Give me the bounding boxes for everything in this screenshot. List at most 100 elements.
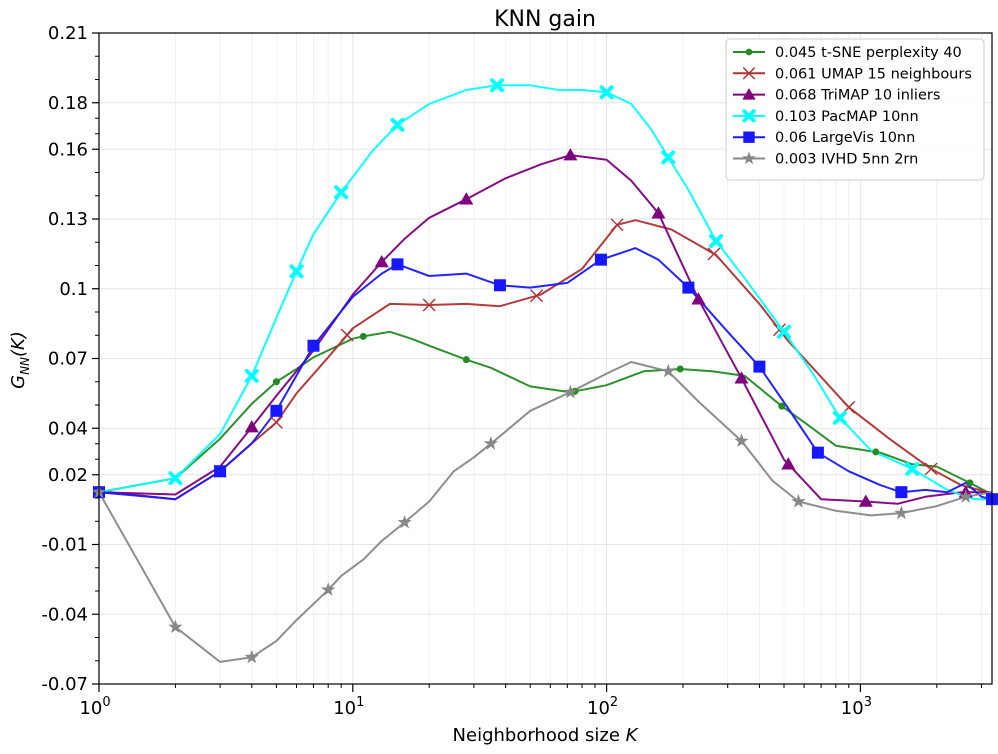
y-tick-label: -0.04 <box>41 604 88 625</box>
legend-marker <box>742 67 756 80</box>
data-point-series-0 <box>872 448 880 456</box>
data-point-series-0 <box>778 402 786 410</box>
data-point-series-5 <box>563 384 578 399</box>
data-point-series-3 <box>776 324 791 339</box>
data-point-series-5 <box>894 505 909 520</box>
y-tick-label: 0.04 <box>48 418 88 439</box>
data-point-series-3 <box>905 461 920 476</box>
series-line-5 <box>98 361 993 663</box>
y-tick-label: 0.13 <box>48 209 88 230</box>
y-axis-label: GNN(K) <box>8 331 32 389</box>
legend-label: 0.068 TriMAP 10 inliers <box>775 88 940 104</box>
x-axis-label-text: Neighborhood size <box>453 725 626 746</box>
data-point-series-3 <box>244 368 259 383</box>
data-point-series-2 <box>734 371 749 384</box>
series-line-1 <box>98 219 993 501</box>
x-tick-exponent: 1 <box>356 695 364 710</box>
legend-label: 0.045 t-SNE perplexity 40 <box>775 45 962 61</box>
data-point-series-1 <box>924 462 938 476</box>
legend-marker <box>745 48 753 56</box>
y-tick-label: 0.02 <box>48 465 88 486</box>
x-tick-exponent: 3 <box>864 695 872 710</box>
data-point-series-0 <box>359 332 367 340</box>
series-line-4 <box>98 247 993 501</box>
data-point-series-4 <box>307 339 320 352</box>
data-point-series-4 <box>214 465 227 478</box>
x-tick-label: 100 <box>79 695 110 719</box>
axis-ticks: -0.07 -0.04 -0.01 0.02 0.04 0.07 0.1 0.13 0.16 0.… <box>41 23 982 719</box>
data-point-series-4 <box>811 446 824 459</box>
data-point-series-2 <box>781 457 796 470</box>
data-point-series-1 <box>422 298 436 312</box>
data-point-series-5 <box>791 494 806 508</box>
data-point-series-4 <box>682 281 695 294</box>
data-point-series-5 <box>168 619 183 634</box>
data-point-series-4 <box>895 486 908 499</box>
y-tick-label: -0.01 <box>41 535 88 556</box>
data-point-series-0 <box>462 356 470 364</box>
data-point-series-2 <box>374 255 389 268</box>
data-point-series-3 <box>709 234 724 249</box>
data-point-series-3 <box>390 117 405 132</box>
data-point-series-0 <box>966 479 974 487</box>
legend-marker <box>742 87 756 100</box>
y-tick-label: 0.1 <box>59 279 88 300</box>
data-point-series-5 <box>321 582 336 596</box>
data-point-series-1 <box>530 289 544 303</box>
data-point-series-2 <box>858 494 873 507</box>
data-point-series-3 <box>334 185 349 200</box>
legend-marker <box>743 131 755 143</box>
data-point-series-1 <box>610 218 624 232</box>
x-tick-base: 10 <box>333 698 356 719</box>
data-point-series-1 <box>340 328 354 342</box>
chart-title: KNN gain <box>494 7 596 32</box>
y-axis-label-sub: NN <box>18 357 32 375</box>
data-point-series-3 <box>289 264 304 279</box>
legend-label: 0.06 LargeVis 10nn <box>775 130 915 146</box>
y-axis-label-var: G <box>8 375 29 389</box>
legend: 0.045 t-SNE perplexity 40 0.061 UMAP 15 n… <box>725 38 985 181</box>
data-point-series-5 <box>958 489 973 503</box>
data-point-series-4 <box>391 258 404 271</box>
y-axis-label-arg: (K) <box>8 331 29 357</box>
data-point-series-4 <box>594 253 607 266</box>
x-tick-exponent: 2 <box>610 695 618 710</box>
legend-marker <box>742 151 756 165</box>
data-point-series-2 <box>651 206 666 219</box>
data-point-series-0 <box>676 365 684 373</box>
x-tick-base: 10 <box>841 698 864 719</box>
data-point-series-0 <box>272 378 280 386</box>
legend-label: 0.103 PacMAP 10nn <box>775 109 919 125</box>
data-point-series-3 <box>168 471 183 486</box>
series-line-0 <box>98 330 993 496</box>
legend-marker <box>742 109 756 123</box>
data-point-series-5 <box>244 649 259 664</box>
x-tick-label: 103 <box>841 695 872 719</box>
data-point-series-1 <box>269 415 283 429</box>
series-line-2 <box>98 154 992 505</box>
y-tick-label: 0.16 <box>48 139 88 160</box>
data-point-series-5 <box>661 363 676 378</box>
legend-label: 0.003 IVHD 5nn 2rn <box>775 152 918 168</box>
data-point-series-3 <box>490 78 505 93</box>
series-markers <box>91 78 998 664</box>
data-point-series-4 <box>493 279 506 292</box>
data-point-series-4 <box>753 360 766 373</box>
data-point-series-2 <box>244 420 259 433</box>
legend-label: 0.061 UMAP 15 neighbours <box>775 66 972 82</box>
data-point-series-4 <box>270 404 283 417</box>
data-point-series-1 <box>707 247 721 261</box>
data-point-series-3 <box>661 150 676 165</box>
legend-box <box>725 38 985 181</box>
data-point-series-2 <box>459 192 474 205</box>
data-point-series-5 <box>734 433 749 448</box>
x-axis-label: Neighborhood size K <box>453 725 639 746</box>
x-tick-label: 102 <box>587 695 618 719</box>
x-axis-label-var: K <box>626 725 639 746</box>
data-point-series-2 <box>691 292 706 305</box>
x-tick-label: 101 <box>333 695 364 719</box>
data-point-series-3 <box>599 85 614 100</box>
data-point-series-5 <box>483 436 498 450</box>
data-point-series-3 <box>832 410 847 425</box>
